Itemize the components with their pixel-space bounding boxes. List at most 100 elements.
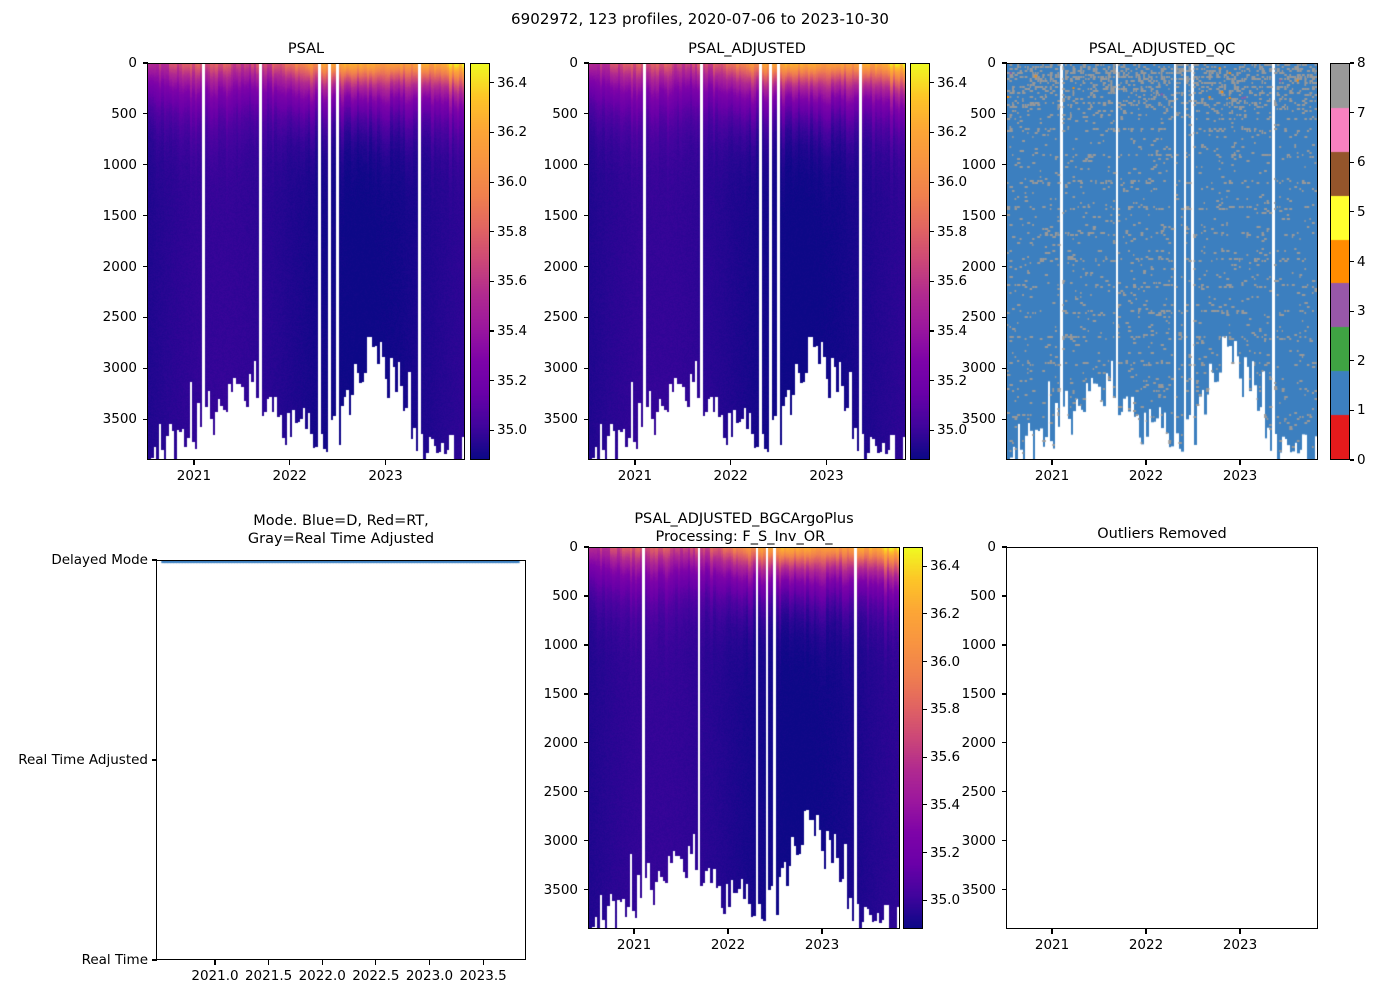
x-tick-label: 2022 <box>272 468 307 484</box>
y-tick-label: 3000 <box>102 360 137 377</box>
y-tick-label: 2500 <box>102 309 137 326</box>
y-tick-label: 0 <box>569 539 578 555</box>
axes-outliers_removed[interactable] <box>1006 547 1318 929</box>
y-tick-label: 2500 <box>543 309 578 326</box>
colorbar-gradient <box>471 64 489 459</box>
mode-y-tickmark <box>151 959 157 961</box>
colorbar-tickmark <box>490 280 494 282</box>
x-tick-label: 2021 <box>176 468 212 484</box>
axes-psal_adjusted_qc[interactable] <box>1006 63 1318 460</box>
colorbar-tick-label: 35.6 <box>497 273 528 290</box>
y-tick-label: 1000 <box>543 156 578 173</box>
y-tickmark <box>583 644 589 646</box>
y-tickmark <box>1001 367 1007 369</box>
colorbar-tick-label: 35.8 <box>497 223 528 240</box>
y-tick-label: 2500 <box>543 783 578 800</box>
y-tickmark <box>583 840 589 842</box>
y-tickmark <box>583 215 589 217</box>
axes-mode[interactable] <box>156 560 526 960</box>
axes-psal_adjusted_bgcargoplus[interactable] <box>588 547 900 929</box>
y-tickmark <box>142 316 148 319</box>
y-tick-label: 2000 <box>543 258 578 275</box>
y-tick-label: 1500 <box>543 207 578 224</box>
colorbar-gradient <box>1331 64 1349 459</box>
y-tick-label: 500 <box>552 587 578 604</box>
colorbar-tickmark <box>1350 161 1354 163</box>
y-tickmark <box>142 418 148 420</box>
colorbar-tickmark <box>923 661 927 663</box>
y-tickmark <box>142 215 148 217</box>
colorbar-tickmark <box>1350 112 1354 114</box>
panel-title-psal_adjusted: PSAL_ADJUSTED <box>688 41 806 57</box>
colorbar-tickmark <box>930 380 934 382</box>
y-tick-label: 2500 <box>961 309 996 326</box>
y-tickmark <box>583 693 589 695</box>
colorbar-tick-label: 36.4 <box>937 74 968 91</box>
y-tick-label: 3500 <box>961 411 996 428</box>
x-tick-label: 2023 <box>1222 937 1258 953</box>
x-tick-label: 2022 <box>710 937 746 953</box>
colorbar-psal[interactable] <box>470 63 490 460</box>
y-tickmark <box>583 595 589 597</box>
colorbar-psal_adjusted[interactable] <box>910 63 930 460</box>
colorbar-tick-label: 35.4 <box>497 322 528 339</box>
y-tickmark <box>1001 644 1007 646</box>
colorbar-tick-label: 36.2 <box>930 605 961 622</box>
y-tick-label: 1000 <box>543 636 578 653</box>
axes-psal_adjusted[interactable] <box>588 63 906 460</box>
y-tick-label: 3000 <box>543 360 578 377</box>
colorbar-tickmark <box>930 231 934 233</box>
x-tickmark <box>1051 929 1053 934</box>
y-tick-label: 3000 <box>961 832 996 849</box>
colorbar-tickmark <box>490 330 494 332</box>
colorbar-tickmark <box>490 82 494 84</box>
y-tick-label: 1000 <box>961 156 996 173</box>
y-tick-label: 3500 <box>961 881 996 898</box>
colorbar-tickmark <box>490 231 494 233</box>
colorbar-tickmark <box>930 429 934 431</box>
y-tick-label: 2000 <box>543 734 578 751</box>
x-tickmark <box>1239 460 1241 465</box>
x-tickmark <box>1145 929 1147 934</box>
heatmap-psal_adjusted_qc <box>1007 64 1317 459</box>
colorbar-tick-label: 5 <box>1357 203 1366 220</box>
colorbar-tickmark <box>923 613 927 615</box>
x-tickmark <box>375 960 377 965</box>
axes-psal[interactable] <box>147 63 465 460</box>
figure-title: 6902972, 123 profiles, 2020-07-06 to 202… <box>510 10 890 28</box>
y-tick-label: 3000 <box>543 832 578 849</box>
y-tick-label: 1000 <box>102 156 137 173</box>
panel-title-psal_adjusted_qc: PSAL_ADJUSTED_QC <box>1088 41 1236 57</box>
colorbar-psal_adjusted_bgcargoplus[interactable] <box>903 547 923 929</box>
x-tick-label: 2022 <box>1128 468 1164 484</box>
mode-y-tickmark <box>151 559 157 561</box>
y-tickmark <box>1001 62 1007 64</box>
colorbar-tick-label: 2 <box>1357 352 1366 369</box>
panel-title-psal_adjusted_bgcargoplus: PSAL_ADJUSTED_BGCArgoPlus Processing: F_… <box>634 511 854 546</box>
y-tick-label: 3500 <box>102 411 137 428</box>
x-tickmark <box>321 960 323 965</box>
colorbar-psal_adjusted_qc[interactable] <box>1330 63 1350 460</box>
colorbar-tickmark <box>490 380 494 382</box>
heatmap-psal_adjusted_bgcargoplus <box>589 548 899 928</box>
colorbar-tickmark <box>923 899 927 901</box>
mode-y-tick-label: Real Time Adjusted <box>18 752 148 768</box>
x-tick-label: 2023 <box>804 937 840 953</box>
colorbar-tick-label: 1 <box>1357 402 1366 419</box>
colorbar-tick-label: 35.4 <box>937 322 968 339</box>
mode-y-tick-label: Delayed Mode <box>51 552 148 568</box>
y-tickmark <box>1001 546 1007 548</box>
colorbar-tick-label: 35.4 <box>930 796 961 813</box>
colorbar-gradient <box>904 548 922 928</box>
y-tick-label: 500 <box>970 587 996 604</box>
colorbar-tick-label: 35.6 <box>930 749 961 766</box>
x-tickmark <box>1051 460 1053 465</box>
x-tick-label: 2023.0 <box>405 968 454 984</box>
y-tickmark <box>1001 164 1007 166</box>
y-tick-label: 2500 <box>961 783 996 800</box>
x-tickmark <box>730 460 732 465</box>
panel-title-outliers_removed: Outliers Removed <box>1097 526 1227 542</box>
y-tickmark <box>583 546 589 548</box>
mode-y-tick-label: Real Time <box>81 952 148 968</box>
